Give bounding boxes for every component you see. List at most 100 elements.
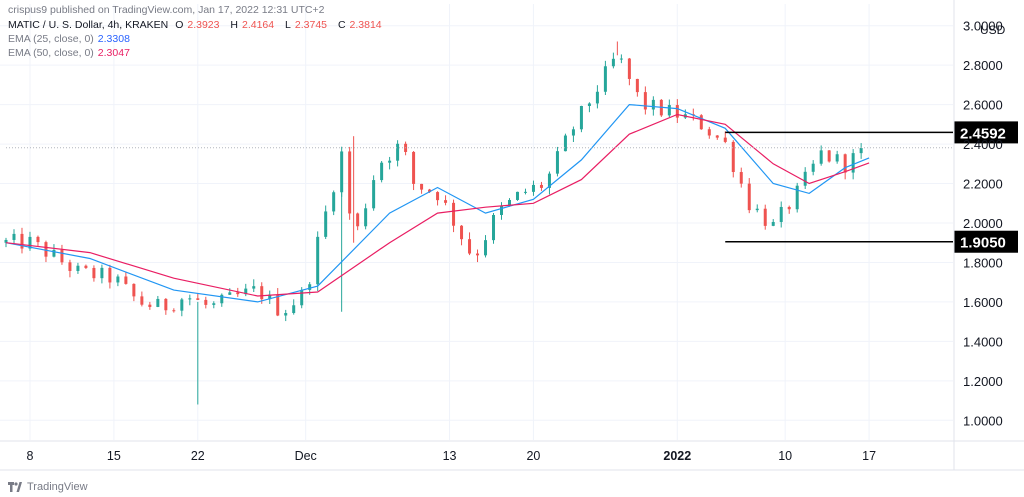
y-tick-label: 2.0000 <box>963 216 1003 231</box>
candle-body <box>523 191 527 193</box>
candle-body <box>236 292 240 295</box>
candle-body <box>180 299 184 311</box>
candle-body <box>124 276 128 284</box>
x-tick-label: 10 <box>778 449 792 463</box>
x-tick-label: Dec <box>295 449 317 463</box>
x-tick-label: 17 <box>862 449 876 463</box>
candle-body <box>835 154 839 162</box>
candle-body <box>108 267 112 283</box>
candle-body <box>468 239 472 254</box>
ema50-legend[interactable]: EMA (50, close, 0) 2.3047 <box>8 47 134 59</box>
level-price-label: 2.4592 <box>960 125 1006 142</box>
candle-body <box>52 249 56 257</box>
symbol-line: MATIC / U. S. Dollar, 4h, KRAKEN O 2.3923… <box>8 19 390 31</box>
candles <box>4 41 863 405</box>
ohlc-close: C 2.3814 <box>337 19 382 31</box>
candle-body <box>4 239 8 243</box>
candle-body <box>803 171 807 186</box>
candle-body <box>643 92 647 110</box>
candle-body <box>579 105 583 130</box>
candle-body <box>188 298 192 300</box>
x-tick-label: 13 <box>443 449 457 463</box>
candle-body <box>595 91 599 104</box>
candle-body <box>635 78 639 93</box>
candle-body <box>611 58 615 67</box>
y-tick-label: 1.0000 <box>963 413 1003 428</box>
candle-body <box>476 253 480 256</box>
ema50-value: 2.3047 <box>97 47 130 59</box>
tradingview-brand: TradingView <box>27 481 88 493</box>
candle-body <box>396 143 400 161</box>
candle-body <box>651 99 655 110</box>
ema50-label: EMA (50, close, 0) <box>8 47 94 59</box>
ema25-label: EMA (25, close, 0) <box>8 33 94 45</box>
candle-body <box>28 236 32 249</box>
candle-body <box>851 153 855 173</box>
candle-body <box>515 191 519 200</box>
candle-body <box>707 129 711 136</box>
y-tick-label: 2.2000 <box>963 177 1003 192</box>
y-tick-label: 1.4000 <box>963 334 1003 349</box>
candle-body <box>292 305 296 314</box>
candle-body <box>156 298 160 307</box>
x-tick-label: 15 <box>107 449 121 463</box>
candle-body <box>244 288 248 295</box>
candle-body <box>380 162 384 181</box>
candle-body <box>731 141 735 173</box>
candle-body <box>44 242 48 257</box>
candle-body <box>212 303 216 305</box>
candle-body <box>268 294 272 300</box>
candle-body <box>364 208 368 227</box>
candle-body <box>484 240 488 256</box>
x-tick-label: 20 <box>526 449 540 463</box>
candle-body <box>555 151 559 174</box>
symbol-label[interactable]: MATIC / U. S. Dollar, 4h, KRAKEN <box>8 19 169 31</box>
candle-body <box>284 313 288 316</box>
tradingview-logo-icon <box>8 482 22 492</box>
candle-body <box>603 66 607 92</box>
x-tick-label: 8 <box>26 449 33 463</box>
candle-body <box>332 192 336 212</box>
candle-body <box>452 202 456 226</box>
candle-body <box>859 148 863 154</box>
candle-body <box>795 185 799 210</box>
x-tick-label: 22 <box>191 449 205 463</box>
grid-lines <box>0 4 953 440</box>
y-tick-label: 1.6000 <box>963 295 1003 310</box>
candle-body <box>460 225 464 240</box>
candle-body <box>348 151 352 214</box>
candle-body <box>172 310 176 312</box>
candle-body <box>388 160 392 163</box>
tradingview-footer[interactable]: TradingView <box>8 481 88 493</box>
candle-body <box>100 267 104 279</box>
candle-body <box>675 105 679 118</box>
candle-body <box>500 205 504 215</box>
candle-body <box>164 298 168 311</box>
candle-body <box>436 192 440 201</box>
candle-body <box>507 199 511 206</box>
candle-body <box>324 211 328 237</box>
axes: 3.0000 2.8000 2.6000 2.4000 2.2000 2.0000 1.80… <box>0 0 1024 471</box>
candle-body <box>531 184 535 192</box>
candle-body <box>819 150 823 164</box>
ema-lines <box>5 103 870 303</box>
candle-body <box>220 294 224 304</box>
candle-body <box>372 180 376 209</box>
x-tick-label: 2022 <box>663 449 691 463</box>
candle-body <box>787 206 791 210</box>
candle-body <box>843 154 847 173</box>
level-price-tag <box>954 121 1018 144</box>
y-tick-label: 3.0000 <box>963 19 1003 34</box>
candle-body <box>811 163 815 172</box>
ema25-legend[interactable]: EMA (25, close, 0) 2.3308 <box>8 33 134 45</box>
candle-body <box>148 304 152 307</box>
y-tick-label: 1.2000 <box>963 374 1003 389</box>
ema25-value: 2.3308 <box>97 33 130 45</box>
candle-body <box>252 286 256 289</box>
candle-body <box>412 151 416 184</box>
candle-body <box>308 284 312 290</box>
publisher-line: crispus9 published on TradingView.com, J… <box>8 4 328 16</box>
candle-body <box>779 206 783 222</box>
candle-body <box>92 267 96 279</box>
